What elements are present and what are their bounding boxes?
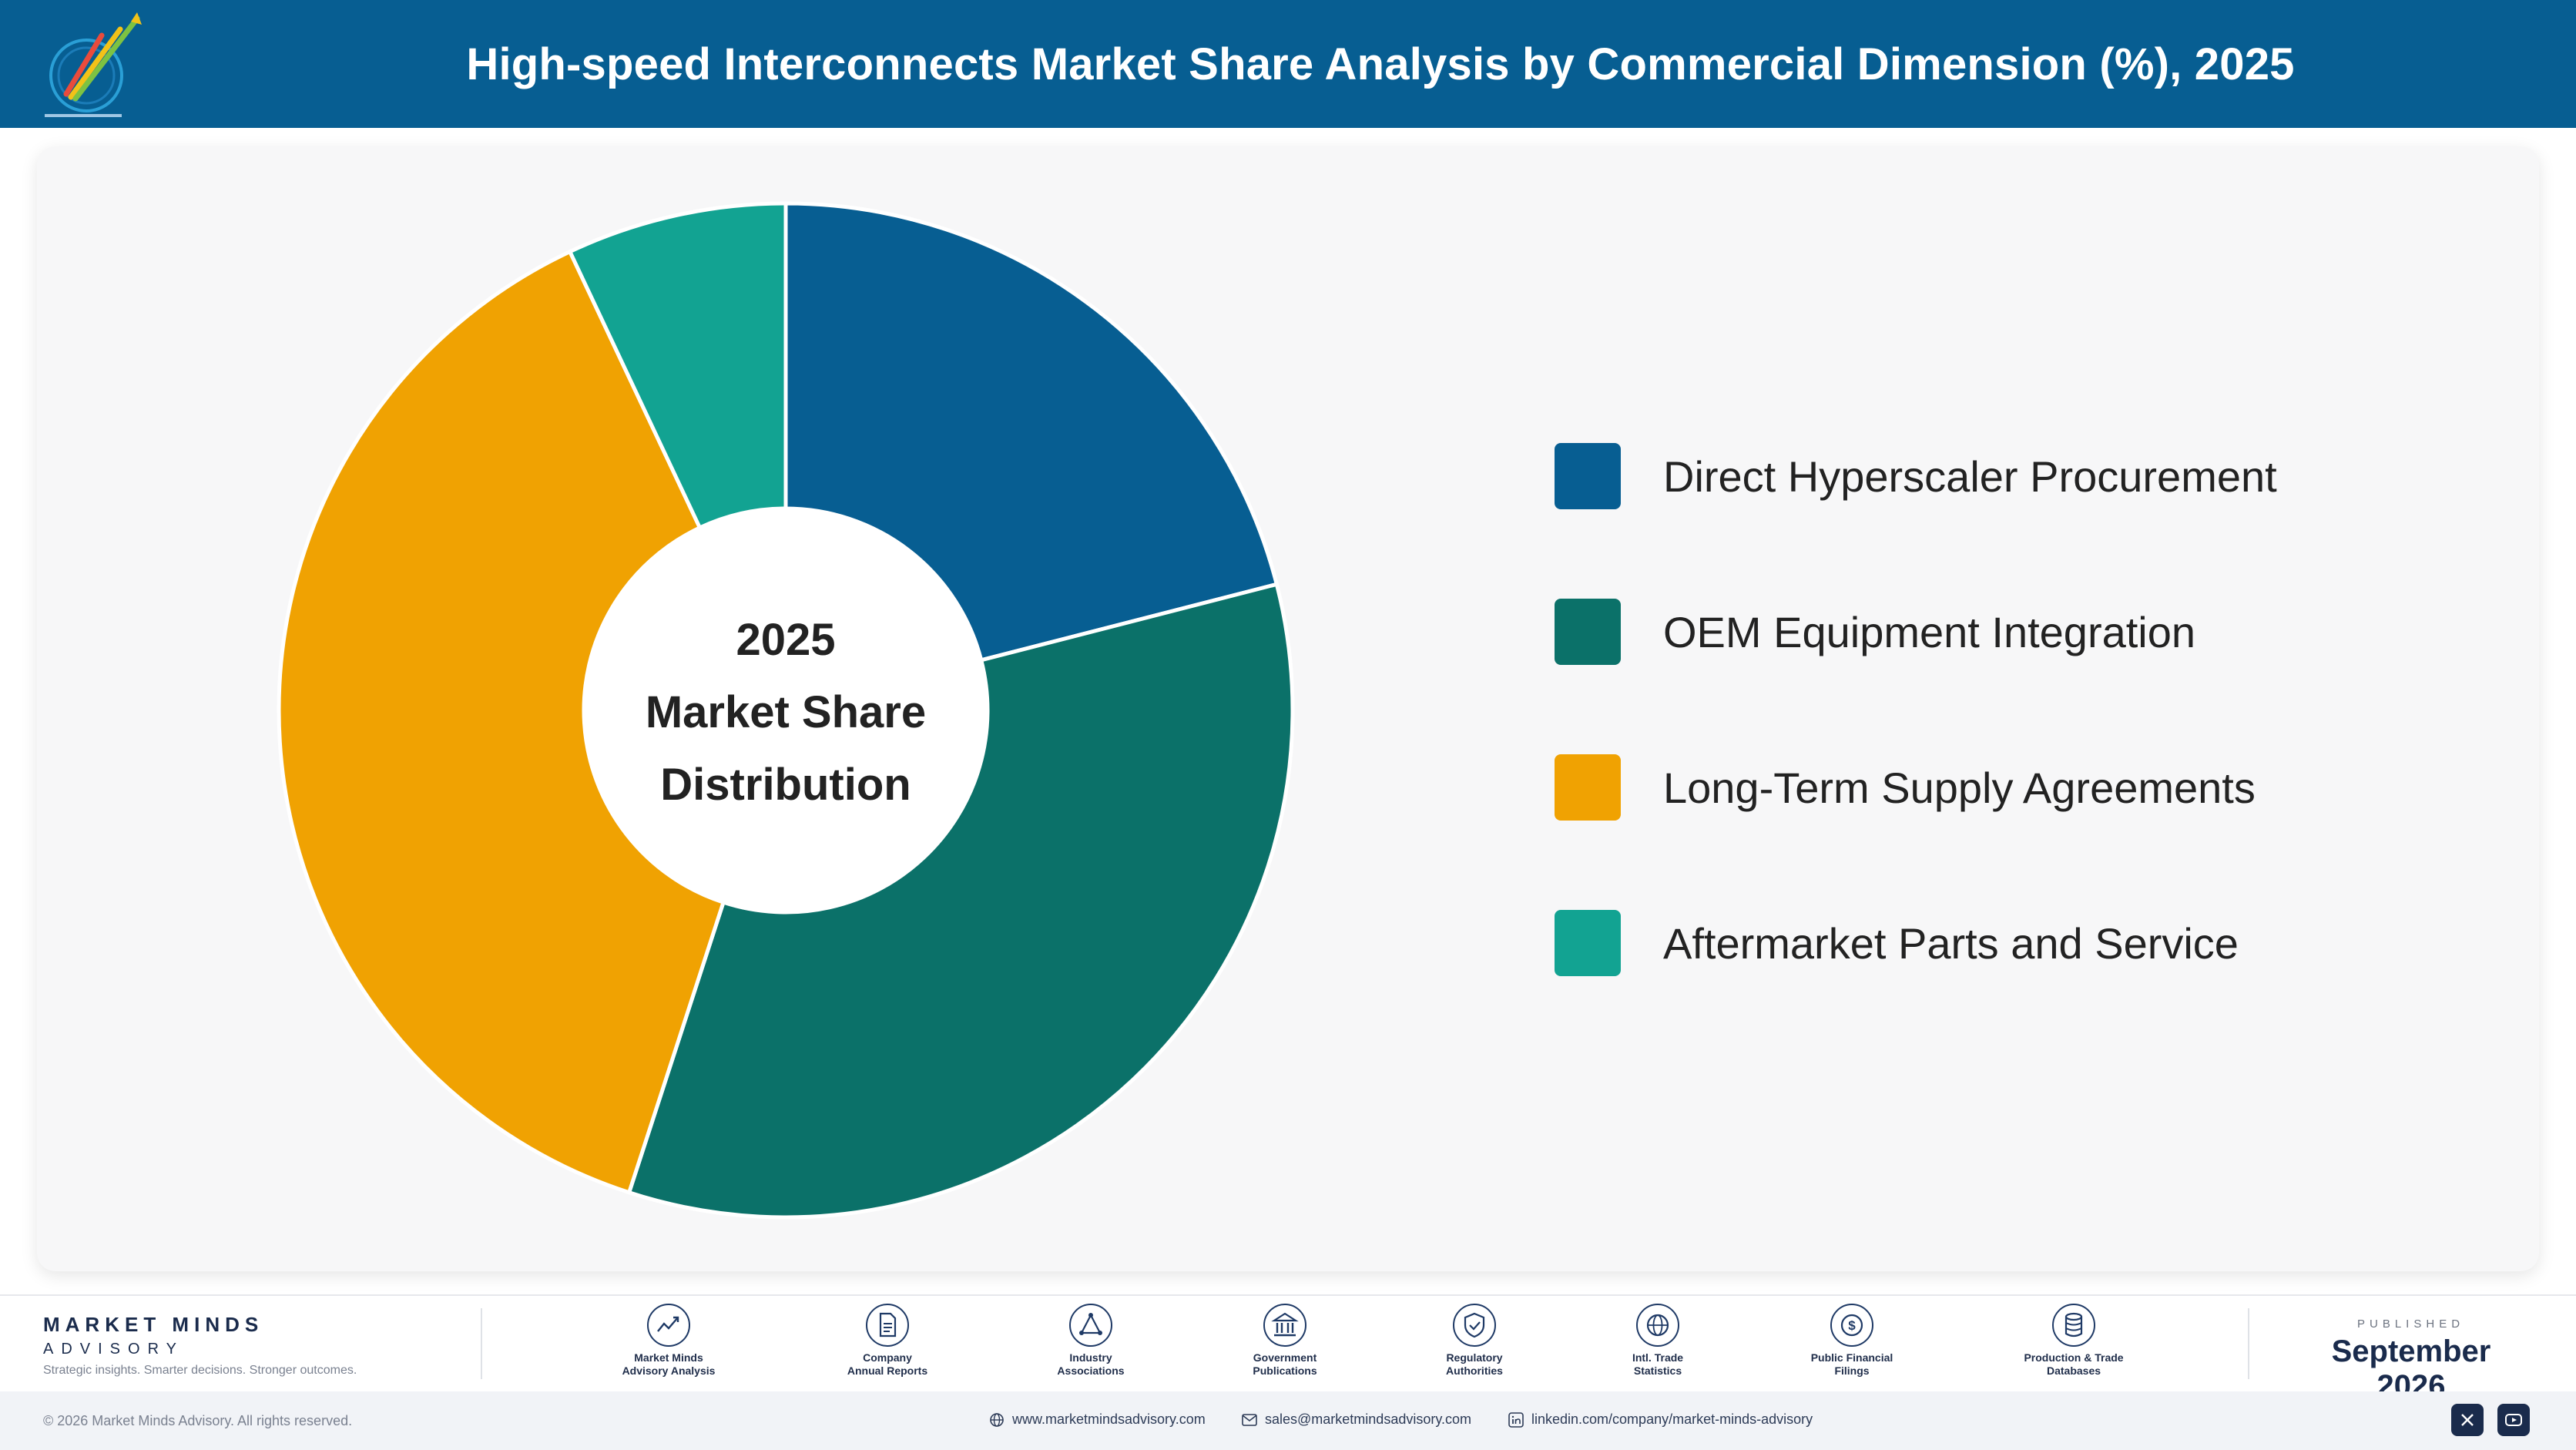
source-label: Regulatory Authorities: [1446, 1351, 1503, 1377]
trend-chart-icon: [647, 1304, 690, 1347]
government-building-icon: [1263, 1304, 1306, 1347]
brand-name: MARKET MINDS: [43, 1313, 264, 1336]
linkedin-icon: [1508, 1411, 1524, 1428]
legend-item[interactable]: OEM Equipment Integration: [1555, 599, 2195, 665]
mail-icon: [1242, 1413, 1257, 1426]
legend-item[interactable]: Long-Term Supply Agreements: [1555, 754, 2256, 821]
legend-swatch: [1555, 910, 1621, 976]
source-label: Industry Associations: [1057, 1351, 1125, 1377]
legend-item[interactable]: Aftermarket Parts and Service: [1555, 910, 2239, 976]
copyright-text: © 2026 Market Minds Advisory. All rights…: [43, 1413, 353, 1428]
svg-text:$: $: [1848, 1318, 1856, 1333]
source-item: Company Annual Reports: [810, 1304, 964, 1378]
website-text: www.marketmindsadvisory.com: [1012, 1411, 1206, 1427]
dollar-coin-icon: $: [1830, 1304, 1873, 1347]
donut-center: [584, 509, 988, 912]
center-label-line-3: Distribution: [660, 760, 911, 810]
legend-swatch: [1555, 443, 1621, 509]
source-label: Company Annual Reports: [847, 1351, 928, 1377]
source-label: Market Minds Advisory Analysis: [622, 1351, 716, 1377]
source-label: Public Financial Filings: [1810, 1351, 1893, 1377]
website-link[interactable]: www.marketmindsadvisory.com: [989, 1411, 1206, 1428]
source-label: Production & Trade Databases: [2024, 1351, 2124, 1377]
source-item: Market Minds Advisory Analysis: [592, 1304, 746, 1378]
donut-slice-2[interactable]: [626, 582, 1295, 1220]
brand-subtitle: ADVISORY: [43, 1341, 184, 1358]
legend-swatch: [1555, 754, 1621, 821]
email-text: sales@marketmindsadvisory.com: [1265, 1411, 1472, 1427]
published-label: PUBLISHED: [2357, 1317, 2465, 1331]
youtube-icon[interactable]: [2497, 1404, 2530, 1436]
source-item: Production & Trade Databases: [1997, 1304, 2151, 1378]
source-item: Intl. Trade Statistics: [1581, 1304, 1735, 1378]
source-label: Government Publications: [1253, 1351, 1317, 1377]
company-logo[interactable]: [40, 8, 148, 123]
database-icon: [2052, 1304, 2095, 1347]
email-link[interactable]: sales@marketmindsadvisory.com: [1242, 1411, 1471, 1428]
legend-label: Direct Hyperscaler Procurement: [1663, 451, 2277, 501]
document-icon: [866, 1304, 909, 1347]
source-item: Industry Associations: [1014, 1304, 1168, 1378]
shield-check-icon: [1453, 1304, 1496, 1347]
legend-item[interactable]: Direct Hyperscaler Procurement: [1555, 443, 2277, 509]
globe-icon: [990, 1412, 1004, 1427]
legend-label: Aftermarket Parts and Service: [1663, 918, 2239, 968]
source-item: $ Public Financial Filings: [1775, 1304, 1929, 1378]
footer-sources-bar: MARKET MINDS ADVISORY Strategic insights…: [0, 1294, 2576, 1403]
x-icon[interactable]: [2451, 1404, 2484, 1436]
header-bar: High-speed Interconnects Market Share An…: [0, 0, 2576, 128]
center-label-line-1: 2025: [736, 615, 835, 665]
footer-contact-bar: © 2026 Market Minds Advisory. All rights…: [0, 1391, 2576, 1450]
linkedin-text: linkedin.com/company/market-minds-adviso…: [1531, 1411, 1813, 1427]
legend-label: Long-Term Supply Agreements: [1663, 763, 2256, 812]
brand-tagline: Strategic insights. Smarter decisions. S…: [43, 1364, 357, 1377]
source-item: Regulatory Authorities: [1397, 1304, 1551, 1378]
globe-icon: [1636, 1304, 1679, 1347]
donut-chart: 2025 Market Share Distribution: [277, 201, 1295, 1220]
linkedin-link[interactable]: linkedin.com/company/market-minds-adviso…: [1508, 1411, 1813, 1428]
legend-label: OEM Equipment Integration: [1663, 607, 2196, 656]
source-item: Government Publications: [1208, 1304, 1362, 1378]
chart-title: High-speed Interconnects Market Share An…: [466, 39, 2295, 89]
footer-divider: [481, 1308, 482, 1379]
legend-swatch: [1555, 599, 1621, 665]
network-icon: [1069, 1304, 1112, 1347]
source-label: Intl. Trade Statistics: [1632, 1351, 1684, 1377]
center-label-line-2: Market Share: [646, 687, 926, 737]
footer-divider: [2248, 1308, 2249, 1379]
chart-card: 2025 Market Share Distribution Direct Hype…: [37, 146, 2539, 1271]
